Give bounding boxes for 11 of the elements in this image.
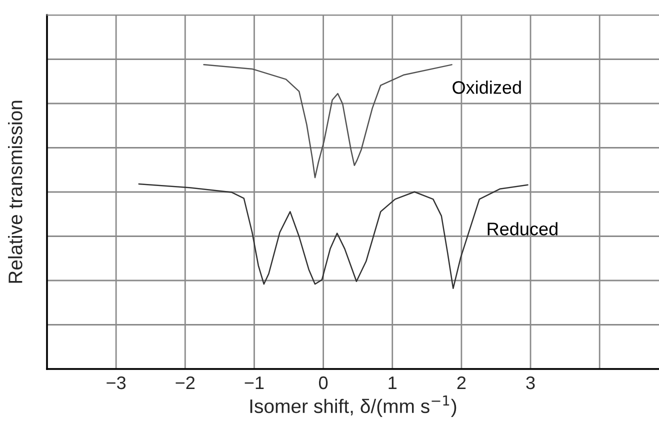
x-tick-label: 1	[388, 376, 397, 390]
x-tick-label: −3	[106, 376, 126, 390]
x-tick-label: 3	[526, 376, 535, 390]
x-tick-label: 0	[318, 376, 328, 390]
x-axis-title: Isomer shift, δ/(mm s$^{−1}$)	[250, 396, 456, 417]
x-tick-label: 2	[457, 376, 466, 390]
x-tick-label: −2	[176, 376, 195, 390]
series-label: Oxidized	[452, 80, 521, 94]
series-label: Reduced	[488, 222, 558, 236]
y-axis-title: Relative transmission	[8, 100, 22, 283]
x-tick-label: −1	[244, 376, 264, 390]
